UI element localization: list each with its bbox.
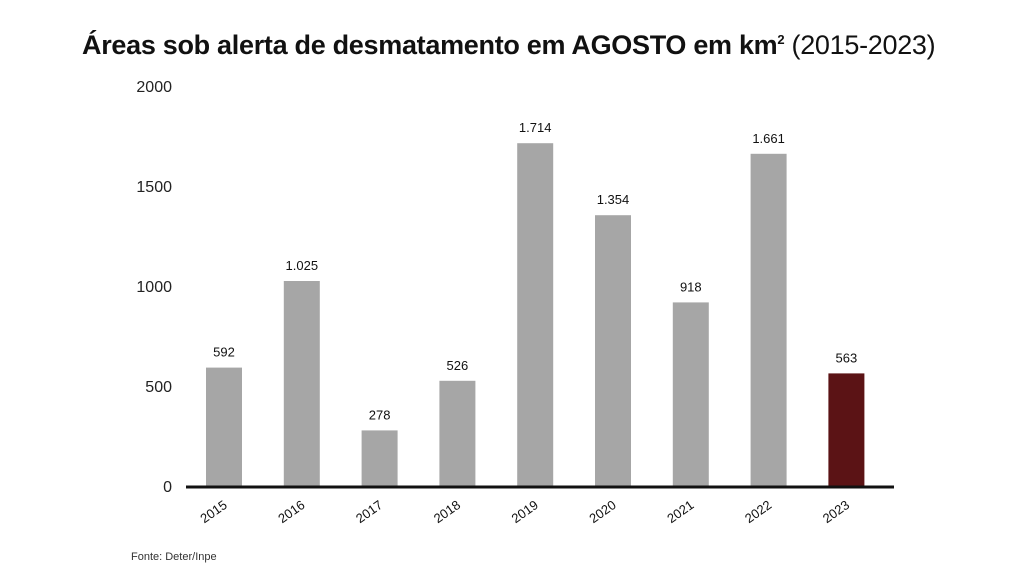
- data-label: 278: [369, 407, 391, 422]
- data-label: 563: [836, 350, 858, 365]
- x-tick-label: 2016: [275, 497, 307, 526]
- x-tick-label: 2019: [509, 497, 541, 526]
- title-superscript: 2: [777, 32, 785, 47]
- bar: [750, 153, 787, 487]
- data-label: 1.025: [286, 258, 319, 273]
- y-tick-label: 2000: [136, 79, 172, 96]
- y-tick-label: 0: [163, 479, 172, 496]
- x-tick-label: 2015: [197, 497, 229, 526]
- bar: [206, 367, 242, 486]
- x-tick-label: 2017: [353, 497, 385, 526]
- chart-title: Áreas sob alerta de desmatamento em AGOS…: [82, 30, 936, 61]
- x-tick-label: 2022: [742, 497, 774, 526]
- data-label: 918: [680, 279, 702, 294]
- bar: [828, 373, 865, 486]
- data-label: 592: [213, 345, 235, 360]
- bar: [672, 302, 709, 486]
- bar: [595, 215, 631, 486]
- chart-title-text: Áreas sob alerta de desmatamento em AGOS…: [82, 30, 778, 60]
- x-tick-label: 2023: [820, 497, 852, 526]
- data-label: 1.714: [519, 120, 552, 135]
- bar: [283, 281, 320, 486]
- source-note: Fonte: Deter/Inpe: [131, 551, 217, 563]
- x-tick-label: 2020: [586, 497, 618, 526]
- bar: [361, 430, 398, 486]
- y-tick-label: 1500: [136, 179, 172, 196]
- data-label: 526: [447, 358, 469, 373]
- x-tick-label: 2018: [431, 497, 463, 526]
- x-tick-label: 2021: [664, 497, 696, 526]
- data-label: 1.354: [597, 192, 630, 207]
- y-tick-label: 1000: [136, 279, 172, 296]
- data-label: 1.661: [752, 131, 785, 146]
- bar: [439, 380, 476, 486]
- y-tick-label: 500: [145, 379, 172, 396]
- chart-subtitle: (2015-2023): [791, 30, 936, 60]
- bar: [517, 143, 554, 486]
